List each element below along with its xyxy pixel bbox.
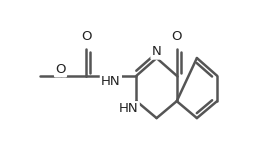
Text: HN: HN xyxy=(119,102,139,115)
Text: O: O xyxy=(55,63,66,76)
Text: HN: HN xyxy=(101,75,121,88)
Text: N: N xyxy=(152,45,162,58)
Text: O: O xyxy=(81,30,91,43)
Text: O: O xyxy=(171,30,182,43)
